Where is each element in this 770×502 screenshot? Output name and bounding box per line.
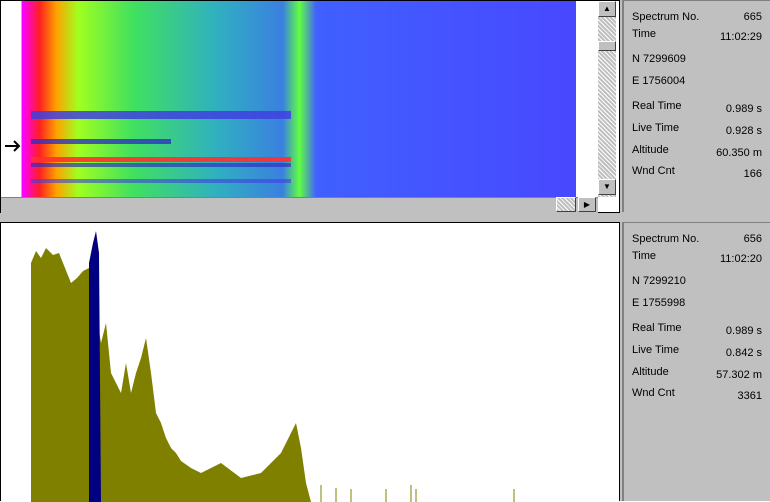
field-value: 57.302 m (716, 369, 762, 381)
field-value: 665 (743, 11, 762, 23)
field-value: 166 (743, 168, 762, 180)
spectrum-plot (31, 231, 515, 502)
field-value: 656 (743, 233, 762, 245)
info-panel: Spectrum No. 665 Time 11:02:29 N 7299609 E 17… (622, 0, 770, 212)
field-label: Spectrum No. (632, 233, 700, 245)
waterfall-image (5, 1, 576, 197)
info-panel: Spectrum No. 656 Time 11:02:20 N 7299210 E 17… (622, 222, 770, 501)
horizontal-scrollbar[interactable] (1, 197, 598, 213)
scroll-up[interactable]: ▲ (598, 1, 616, 17)
field-value: 0.928 s (725, 125, 762, 137)
field-label: Altitude (632, 366, 669, 378)
coordinate: E 1756004 (632, 75, 686, 87)
field-value: 0.989 s (725, 325, 762, 337)
coordinate: E 1755998 (632, 297, 686, 309)
scroll-track[interactable] (556, 197, 576, 212)
coordinate: N 7299210 (632, 275, 686, 287)
field-label: Live Time (632, 344, 680, 356)
field-value: 11:02:20 (719, 253, 762, 265)
field-label: Time (632, 28, 657, 40)
field-label: Real Time (632, 100, 682, 112)
field-label: Spectrum No. (632, 11, 700, 23)
spectrum-pane (0, 222, 620, 502)
field-label: Real Time (632, 322, 682, 334)
field-value: 3361 (737, 390, 762, 402)
vertical-scrollbar[interactable] (598, 1, 616, 197)
scroll-right[interactable]: ▶ (578, 197, 596, 212)
waterfall-pane: ▲ ▼ ▶ (0, 0, 620, 213)
field-label: Time (632, 250, 657, 262)
field-label: Altitude (632, 144, 669, 156)
coordinate: N 7299609 (632, 53, 686, 65)
field-label: Wnd Cnt (632, 387, 675, 399)
field-value: 11:02:29 (719, 31, 762, 43)
scroll-down[interactable]: ▼ (598, 179, 616, 195)
field-label: Wnd Cnt (632, 165, 675, 177)
field-value: 60.350 m (716, 147, 762, 159)
field-label: Live Time (632, 122, 680, 134)
scroll-thumb[interactable] (598, 41, 616, 51)
field-value: 0.989 s (725, 103, 762, 115)
field-value: 0.842 s (725, 347, 762, 359)
